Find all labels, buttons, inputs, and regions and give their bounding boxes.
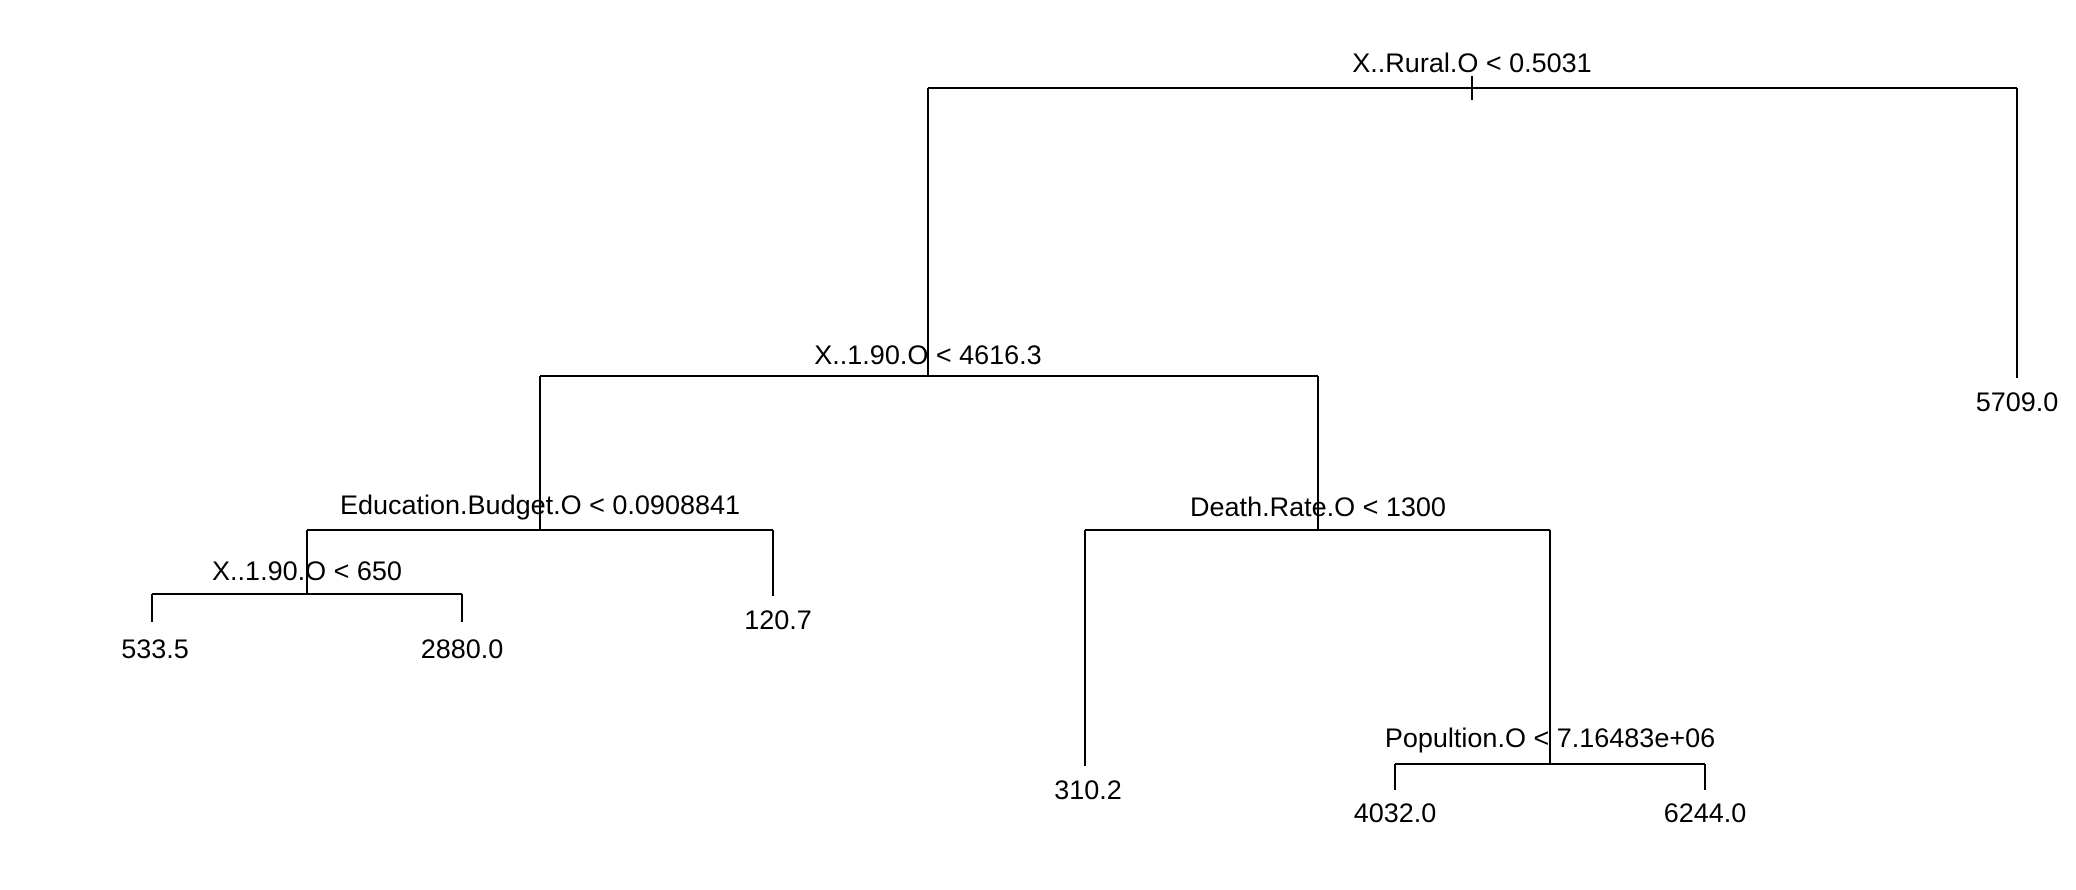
leaf-value: 5709.0 [1976, 387, 2059, 417]
x190-small-split-node: X..1.90.O < 650 [151, 556, 463, 622]
x190-small-split-label: X..1.90.O < 650 [212, 556, 402, 586]
population-split-label: Popultion.O < 7.16483e+06 [1385, 723, 1715, 753]
leaf-value: 120.7 [744, 605, 812, 635]
death-rate-split-node: Death.Rate.O < 1300 [1084, 492, 1551, 766]
education-split-label: Education.Budget.O < 0.0908841 [340, 490, 740, 520]
root-split-label: X..Rural.O < 0.5031 [1352, 48, 1591, 78]
leaf-value: 6244.0 [1664, 798, 1747, 828]
leaf-value: 310.2 [1054, 775, 1122, 805]
population-split-node: Popultion.O < 7.16483e+06 [1385, 723, 1715, 790]
education-split-node: Education.Budget.O < 0.0908841 [306, 490, 774, 596]
root-split-node: X..Rural.O < 0.5031 [927, 48, 2018, 378]
leaf-value: 4032.0 [1354, 798, 1437, 828]
x190-split-node: X..1.90.O < 4616.3 [539, 340, 1319, 530]
leaf-value: 2880.0 [421, 634, 504, 664]
leaf-value: 533.5 [121, 634, 189, 664]
death-rate-split-label: Death.Rate.O < 1300 [1190, 492, 1446, 522]
x190-split-label: X..1.90.O < 4616.3 [814, 340, 1041, 370]
